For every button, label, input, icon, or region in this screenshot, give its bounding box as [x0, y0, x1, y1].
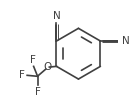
Text: O: O — [43, 62, 52, 72]
Text: N: N — [122, 36, 129, 46]
Text: F: F — [19, 70, 25, 80]
Text: N: N — [53, 11, 60, 21]
Text: F: F — [35, 87, 41, 97]
Text: F: F — [30, 55, 36, 65]
